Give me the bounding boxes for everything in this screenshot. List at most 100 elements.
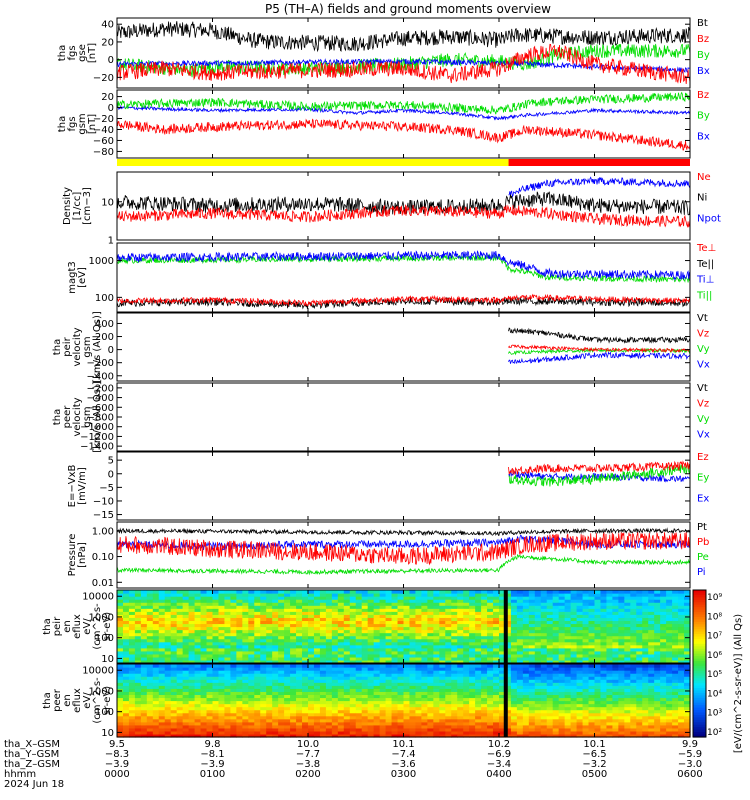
heatmap-cell — [391, 703, 399, 708]
heatmap-cell — [546, 709, 554, 714]
heatmap-cell — [254, 733, 261, 738]
heatmap-cell — [308, 709, 315, 714]
heatmap-cell — [355, 670, 363, 674]
heatmap-cell — [576, 617, 584, 622]
heatmap-cell — [212, 703, 220, 708]
heatmap-cell — [678, 685, 685, 689]
heatmap-cell — [194, 721, 202, 726]
heatmap-cell — [296, 664, 303, 668]
heatmap-cell — [367, 620, 375, 625]
heatmap-cell — [528, 667, 536, 671]
heatmap-cell — [230, 611, 237, 615]
heatmap-cell — [624, 670, 631, 674]
heatmap-cell — [570, 632, 578, 637]
heatmap-cell — [248, 611, 255, 615]
heatmap-cell — [385, 691, 393, 696]
heatmap-cell — [290, 647, 297, 652]
heatmap-cell — [552, 733, 560, 738]
heatmap-cell — [236, 691, 243, 696]
heatmap-cell — [445, 715, 452, 720]
heatmap-cell — [552, 599, 560, 603]
heatmap-cell — [128, 709, 136, 714]
heatmap-cell — [260, 697, 267, 702]
heatmap-cell — [475, 596, 482, 600]
heatmap-cell — [254, 635, 261, 640]
y-axis-label: gsm — [82, 406, 93, 427]
heatmap-cell — [248, 703, 255, 708]
heatmap-cell — [678, 718, 685, 723]
heatmap-cell — [379, 718, 387, 723]
heatmap-cell — [445, 670, 452, 674]
heatmap-cell — [493, 617, 500, 622]
heatmap-cell — [367, 706, 375, 711]
heatmap-cell — [128, 635, 136, 640]
heatmap-cell — [445, 706, 452, 711]
heatmap-cell — [516, 626, 524, 631]
heatmap-cell — [570, 694, 578, 699]
heatmap-cell — [636, 638, 643, 643]
heatmap-cell — [164, 647, 172, 652]
heatmap-cell — [600, 700, 608, 705]
heatmap-cell — [242, 727, 249, 732]
heatmap-cell — [313, 611, 321, 615]
heatmap-cell — [361, 623, 369, 628]
heatmap-cell — [558, 617, 566, 622]
heatmap-cell — [194, 632, 202, 637]
heatmap-cell — [522, 593, 530, 597]
heatmap-cell — [481, 590, 488, 594]
y-tick-label: −1400 — [80, 442, 114, 453]
heatmap-cell — [499, 667, 506, 671]
heatmap-cell — [493, 596, 500, 600]
heatmap-cell — [242, 706, 249, 711]
heatmap-cell — [266, 644, 273, 649]
heatmap-cell — [397, 608, 405, 612]
heatmap-cell — [313, 664, 321, 668]
heatmap-cell — [475, 703, 482, 708]
heatmap-cell — [504, 635, 512, 640]
heatmap-cell — [421, 656, 428, 661]
heatmap-cell — [469, 647, 476, 652]
heatmap-cell — [660, 620, 667, 625]
heatmap-cell — [134, 721, 142, 726]
heatmap-cell — [415, 712, 423, 717]
legend-entry: Ez — [697, 452, 709, 463]
heatmap-cell — [666, 596, 673, 600]
heatmap-cell — [421, 700, 428, 705]
heatmap-cell — [552, 697, 560, 702]
heatmap-cell — [319, 629, 327, 634]
heatmap-cell — [403, 727, 411, 732]
heatmap-cell — [248, 685, 255, 689]
heatmap-cell — [367, 673, 375, 677]
heatmap-cell — [594, 694, 602, 699]
heatmap-cell — [337, 706, 345, 711]
heatmap-cell — [140, 712, 148, 717]
heatmap-cell — [594, 659, 602, 664]
heatmap-cell — [158, 733, 166, 738]
heatmap-cell — [218, 709, 226, 714]
heatmap-cell — [522, 653, 530, 658]
heatmap-cell — [552, 670, 560, 674]
heatmap-cell — [176, 709, 184, 714]
heatmap-cell — [260, 694, 267, 699]
heatmap-cell — [642, 641, 649, 646]
heatmap-cell — [403, 596, 411, 600]
heatmap-cell — [684, 602, 691, 606]
heatmap-cell — [475, 727, 482, 732]
heatmap-cell — [397, 605, 405, 609]
heatmap-cell — [576, 694, 584, 699]
heatmap-cell — [248, 593, 255, 597]
heatmap-cell — [516, 602, 524, 606]
legend-entry: Bt — [697, 18, 708, 29]
heatmap-cell — [433, 685, 440, 689]
heatmap-cell — [128, 730, 136, 735]
heatmap-cell — [469, 632, 476, 637]
heatmap-cell — [672, 715, 679, 720]
heatmap-cell — [522, 676, 530, 680]
heatmap-cell — [379, 688, 387, 692]
heatmap-cell — [516, 629, 524, 634]
heatmap-cell — [660, 667, 667, 671]
heatmap-cell — [242, 653, 249, 658]
heatmap-cell — [337, 667, 345, 671]
heatmap-cell — [493, 644, 500, 649]
